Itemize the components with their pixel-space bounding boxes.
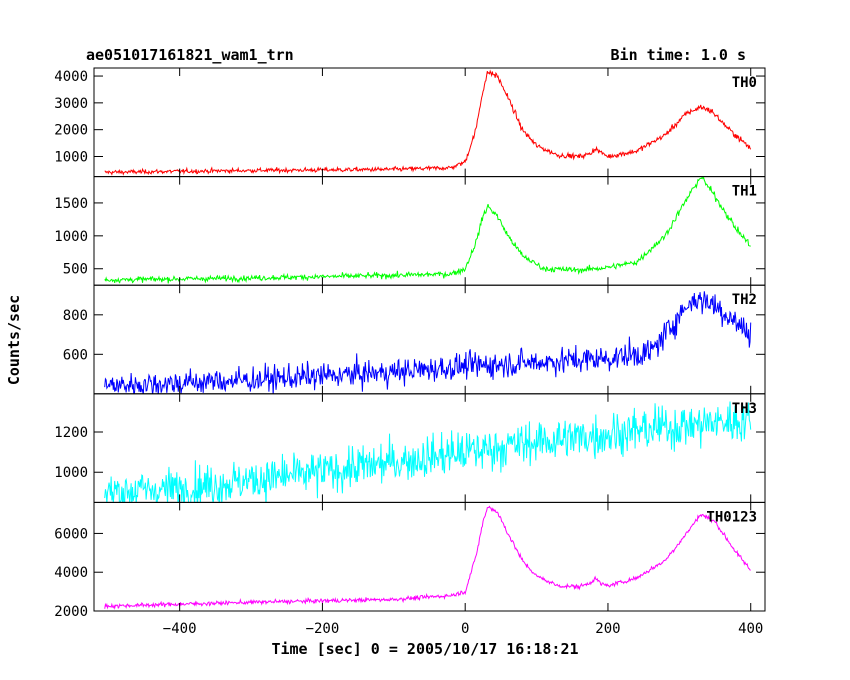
y-tick-label: 1500 [54,196,88,212]
y-tick-label: 1200 [54,425,88,441]
y-tick-label: 2000 [54,123,88,139]
panel-frame [93,67,766,178]
bin-time-label: Bin time: 1.0 s [611,46,746,64]
y-tick-label: 2000 [54,604,88,620]
y-tick-label: 1000 [54,229,88,245]
panel-name-label: TH0123 [706,509,757,525]
panel-th0: 1000 2000 3000 4000 TH0 [54,67,766,178]
y-tick-label: 500 [63,262,88,278]
panel-th0123: 2000 4000 6000 TH0123 [54,501,766,620]
panel-frame [93,176,766,286]
y-tick-label: 600 [63,347,88,363]
x-tick-label: 200 [595,621,620,637]
panel-th1: 500 1000 1500 TH1 [54,176,766,286]
x-axis-label: Time [sec] 0 = 2005/10/17 16:18:21 [271,640,578,658]
y-tick-label: 4000 [54,69,88,85]
panel-th3: 1000 1200 TH3 [54,393,766,503]
chart-title: ae051017161821_wam1_trn [86,46,294,64]
y-tick-label: 3000 [54,96,88,112]
panel-name-label: TH3 [732,401,757,417]
y-tick-label: 4000 [54,565,88,581]
series-th3 [104,401,752,503]
y-tick-label: 6000 [54,526,88,542]
panel-name-label: TH0 [732,75,757,91]
y-tick-label: 800 [63,308,88,324]
panel-frame [93,501,766,612]
y-tick-label: 1000 [54,465,88,481]
x-tick-label: 400 [738,621,763,637]
y-axis-label: Counts/sec [5,295,23,385]
series-th0 [104,69,752,176]
panel-name-label: TH1 [732,184,757,200]
panel-th2: 600 800 TH2 [63,284,766,395]
series-th0123 [104,505,751,610]
x-tick-label: 0 [461,621,469,637]
x-tick-label: −400 [163,621,197,637]
panel-name-label: TH2 [732,292,757,308]
series-th1 [104,176,751,284]
x-tick-label: −200 [306,621,340,637]
y-tick-label: 1000 [54,149,88,165]
series-th2 [104,291,752,394]
